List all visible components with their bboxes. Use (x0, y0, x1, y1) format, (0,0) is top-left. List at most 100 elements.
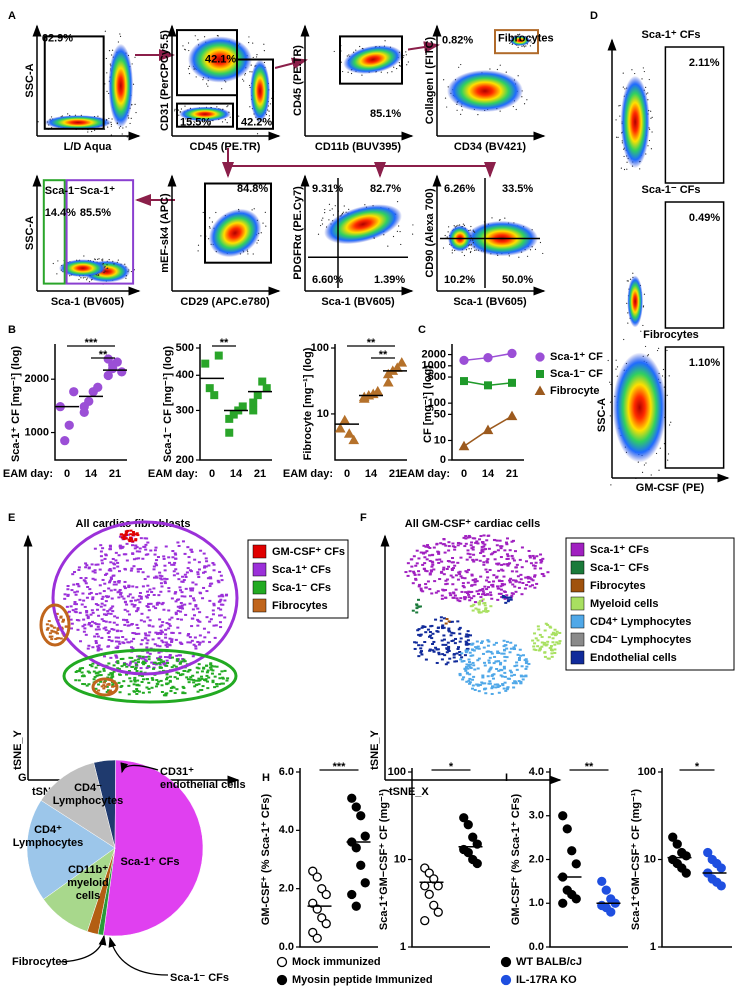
cell-dot (483, 687, 487, 690)
event-dot (119, 35, 122, 37)
cell-dot (512, 646, 516, 649)
cell-dot (453, 548, 457, 551)
cell-dot (505, 553, 509, 556)
cell-dot (168, 654, 172, 657)
cell-dot (447, 620, 451, 623)
cell-dot (136, 607, 140, 610)
cell-dot (159, 658, 163, 661)
cell-dot (514, 644, 518, 647)
cell-dot (476, 684, 480, 687)
cell-dot (191, 674, 195, 677)
cell-dot (114, 655, 118, 658)
cell-dot (116, 645, 120, 648)
cell-dot (471, 609, 475, 612)
event-dot (107, 126, 109, 128)
event-dot (255, 56, 258, 58)
density (324, 204, 402, 245)
cell-dot (133, 667, 137, 670)
cell-dot (493, 683, 497, 686)
cell-dot (428, 648, 432, 651)
cell-dot (514, 566, 518, 569)
cell-dot (430, 570, 434, 573)
data-point (60, 436, 70, 446)
cell-dot (410, 565, 414, 568)
cell-dot (442, 634, 446, 637)
event-dot (667, 459, 669, 461)
cell-dot (106, 596, 110, 599)
cell-dot (430, 637, 434, 640)
cell-dot (516, 575, 520, 578)
cell-dot (497, 562, 501, 565)
cell-dot (432, 640, 436, 643)
cell-dot (491, 673, 495, 676)
cell-dot (483, 585, 487, 588)
cell-dot (111, 675, 115, 678)
cell-dot (87, 644, 91, 647)
cell-dot (460, 576, 464, 579)
cell-dot (76, 583, 80, 586)
data-point (472, 858, 482, 869)
cell-dot (176, 626, 180, 629)
cell-dot (419, 651, 423, 654)
cell-dot (517, 586, 521, 589)
cell-dot (133, 680, 137, 683)
cell-dot (91, 620, 95, 623)
cell-dot (426, 544, 430, 547)
cell-dot (96, 649, 100, 652)
event-dot (350, 72, 353, 75)
event-dot (97, 258, 99, 261)
cell-dot (157, 658, 161, 661)
event-dot (615, 368, 617, 370)
cell-dot (463, 667, 467, 670)
cell-dot (213, 686, 217, 689)
cell-dot (419, 551, 423, 554)
event-dot (268, 110, 270, 112)
cell-dot (96, 645, 100, 648)
event-dot (462, 223, 465, 225)
sig-label: ** (220, 337, 229, 349)
event-dot (658, 469, 660, 471)
cell-dot (456, 620, 460, 623)
cell-dot (174, 665, 178, 668)
cell-dot (154, 607, 158, 610)
cell-dot (144, 543, 148, 546)
y-axis-label: Collagen I (FITC) (424, 36, 436, 124)
cell-dot (468, 682, 472, 685)
cell-dot (116, 580, 120, 583)
cell-dot (417, 633, 421, 636)
cell-dot (462, 676, 466, 679)
gate (43, 35, 105, 130)
event-dot (209, 123, 211, 125)
cell-dot (466, 647, 470, 650)
legend-label: Myeloid cells (590, 598, 658, 610)
cell-dot (107, 673, 111, 676)
event-dot (626, 161, 628, 163)
event-dot (243, 80, 245, 82)
cell-dot (94, 687, 98, 690)
cell-dot (219, 614, 223, 617)
data-point (360, 878, 370, 888)
cell-dot (71, 609, 75, 612)
cell-dot (180, 580, 184, 583)
cell-dot (128, 540, 132, 543)
cell-dot (447, 565, 451, 568)
cell-dot (122, 535, 126, 538)
cell-dot (425, 558, 429, 561)
cell-dot (90, 563, 94, 566)
cell-dot (85, 596, 89, 599)
cell-dot (462, 586, 466, 589)
cell-dot (468, 681, 472, 684)
cell-dot (420, 644, 424, 647)
cell-dot (436, 626, 440, 629)
event-dot (101, 259, 103, 261)
slice-label: endothelial cells (160, 779, 246, 791)
cell-dot (83, 605, 87, 608)
cell-dot (480, 640, 484, 643)
cell-dot (510, 540, 514, 543)
cell-dot (74, 608, 78, 611)
event-dot (248, 41, 250, 44)
cell-dot (81, 682, 85, 685)
gate-label: Fibrocytes (498, 32, 554, 44)
cell-dot (434, 646, 438, 649)
cell-dot (157, 657, 161, 660)
